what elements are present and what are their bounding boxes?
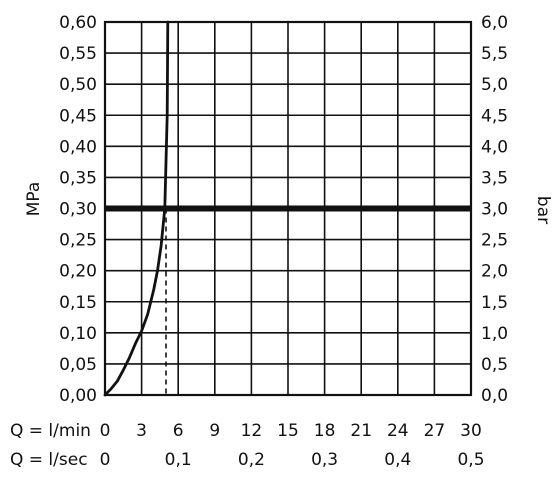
x-tick-label-lpm: 21 (350, 421, 372, 441)
series-layer (103, 20, 170, 397)
x-axis-label-lpm: Q = l/min (10, 421, 91, 441)
y-left-tick-label: 0,10 (59, 324, 97, 344)
left-tick-labels: 0,00 0,05 0,10 0,15 0,20 0,25 0,30 0,35 0,40 0,45… (59, 13, 97, 406)
y-right-tick-label: 4,5 (481, 106, 508, 126)
y-right-tick-label: 4,0 (481, 137, 508, 157)
x-tick-label-lsec: 0,5 (457, 450, 484, 470)
x2-tick-labels: 0 0,1 0,2 0,3 0,4 0,5 (100, 450, 485, 470)
y-right-tick-label: 6,0 (481, 13, 508, 33)
y-axis-right-label: bar (533, 196, 553, 224)
x-tick-label-lpm: 0 (100, 421, 111, 441)
y-left-tick-label: 0,15 (59, 293, 97, 313)
x-tick-label-lsec: 0,1 (165, 450, 192, 470)
y-axis-left-label: MPa (24, 182, 44, 217)
y-right-tick-label: 1,0 (481, 324, 508, 344)
x-tick-label-lpm: 12 (241, 421, 263, 441)
x-tick-label-lpm: 18 (314, 421, 336, 441)
series-line-0 (103, 20, 170, 397)
x-tick-label-lpm: 15 (277, 421, 299, 441)
x-tick-label-lsec: 0 (100, 450, 111, 470)
x-tick-label-lsec: 0,2 (238, 450, 265, 470)
y-left-tick-label: 0,45 (59, 106, 97, 126)
y-left-tick-label: 0,20 (59, 262, 97, 282)
y-right-tick-label: 0,5 (481, 355, 508, 375)
x-tick-label-lpm: 27 (424, 421, 446, 441)
x-tick-label-lpm: 9 (209, 421, 220, 441)
x-tick-label-lpm: 3 (136, 421, 147, 441)
y-left-tick-label: 0,55 (59, 44, 97, 64)
y-right-tick-label: 2,5 (481, 231, 508, 251)
y-left-tick-label: 0,60 (59, 13, 97, 33)
y-right-tick-label: 2,0 (481, 262, 508, 282)
right-tick-labels: 0,0 0,5 1,0 1,5 2,0 2,5 3,0 3,5 4,0 4,5 5,0 5,5 6,0 (481, 13, 508, 406)
y-right-tick-label: 5,5 (481, 44, 508, 64)
y-right-tick-label: 3,0 (481, 200, 508, 220)
y-left-tick-label: 0,35 (59, 168, 97, 188)
x-tick-label-lpm: 6 (173, 421, 184, 441)
x-tick-label-lsec: 0,4 (384, 450, 411, 470)
x-tick-label-lpm: 24 (387, 421, 409, 441)
y-left-tick-label: 0,05 (59, 355, 97, 375)
y-left-tick-label: 0,00 (59, 386, 97, 406)
y-right-tick-label: 5,0 (481, 75, 508, 95)
y-left-tick-label: 0,50 (59, 75, 97, 95)
y-left-tick-label: 0,40 (59, 137, 97, 157)
y-left-tick-label: 0,25 (59, 231, 97, 251)
y-right-tick-label: 3,5 (481, 168, 508, 188)
x-tick-labels: 0 3 6 9 12 15 18 21 24 27 30 (100, 421, 482, 441)
x-axis-label-lsec: Q = l/sec (10, 450, 88, 470)
y-right-tick-label: 0,0 (481, 386, 508, 406)
y-left-tick-label: 0,30 (59, 200, 97, 220)
y-right-tick-label: 1,5 (481, 293, 508, 313)
x-tick-label-lsec: 0,3 (311, 450, 338, 470)
x-tick-label-lpm: 30 (460, 421, 482, 441)
